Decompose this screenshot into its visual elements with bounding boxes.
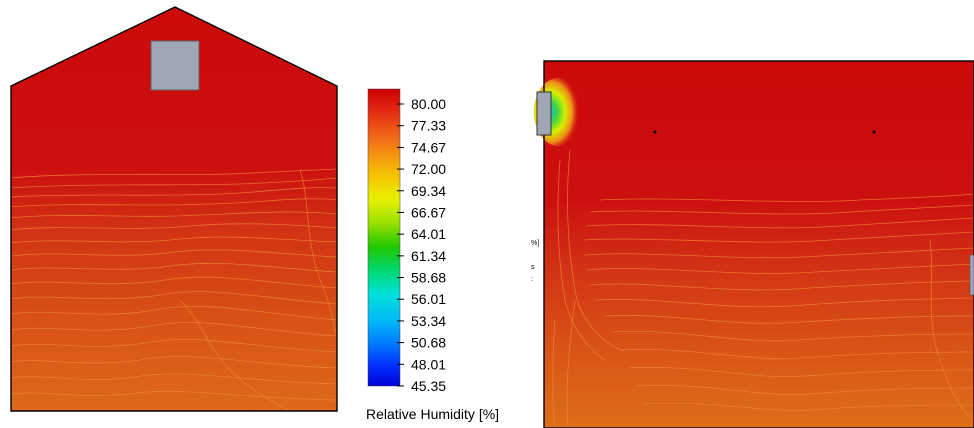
left-section-view (10, 6, 338, 412)
right-section-outline (543, 60, 974, 428)
roof-vent-block (150, 40, 200, 91)
legend-tick-label: 45.35 (411, 378, 446, 394)
far-side-vent-block (969, 254, 974, 296)
legend-tick-label: 48.01 (411, 356, 446, 372)
stray-label-b: s (531, 264, 535, 271)
legend-tick-label: 72.00 (411, 161, 446, 177)
legend-tick-label: 74.67 (411, 139, 446, 155)
legend-tick-label: 80.00 (411, 96, 446, 112)
legend-tick-label: 53.34 (411, 313, 446, 329)
legend-tick-label: 69.34 (411, 183, 446, 199)
legend-tick-label: 64.01 (411, 226, 446, 242)
left-humidity-field (11, 7, 337, 411)
legend-title: Relative Humidity [%] (366, 406, 499, 422)
sensor-point-1 (653, 130, 657, 134)
left-building-outline (10, 6, 338, 412)
color-legend: 80.00 77.33 74.67 72.00 69.34 66.67 64.01 61.34… (366, 88, 499, 422)
legend-tick-label: 61.34 (411, 248, 446, 264)
legend-tick-label: 50.68 (411, 335, 446, 351)
legend-ticks: 80.00 77.33 74.67 72.00 69.34 66.67 64.01 61.34… (397, 96, 446, 394)
right-section-view (534, 60, 974, 428)
left-contour-lines (11, 168, 337, 411)
legend-tick-label: 58.68 (411, 270, 446, 286)
stray-label-a: %] (531, 240, 539, 247)
legend-tick-label: 56.01 (411, 291, 446, 307)
legend-color-bar (367, 88, 401, 387)
sensor-point-2 (872, 130, 876, 134)
right-contour-lines (552, 149, 974, 428)
legend-tick-label: 77.33 (411, 118, 446, 134)
stray-label-c: : (531, 276, 533, 283)
right-humidity-field (544, 61, 974, 428)
side-vent-block (536, 91, 552, 136)
legend-tick-label: 66.67 (411, 204, 446, 220)
